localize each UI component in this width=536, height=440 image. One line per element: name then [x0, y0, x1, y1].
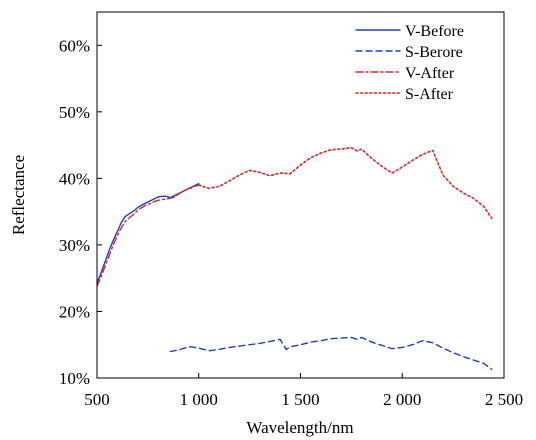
y-tick-label: 20% — [59, 302, 90, 321]
x-tick-label: 2 500 — [485, 390, 523, 409]
y-tick-label: 30% — [59, 236, 90, 255]
y-axis-label: Reflectance — [9, 155, 28, 235]
y-axis-ticks: 10% 20% 30% 40% 50% 60% — [59, 36, 102, 388]
legend-entry-label: S-After — [405, 86, 454, 103]
y-tick-label: 10% — [59, 369, 90, 388]
legend-entry-label: V-Before — [405, 23, 464, 40]
x-axis-label: Wavelength/nm — [246, 418, 353, 437]
y-tick-label: 40% — [59, 169, 90, 188]
series-layer — [96, 146, 493, 371]
legend: V-Before S-Berore V-After S-After — [355, 23, 464, 103]
x-tick-label: 500 — [84, 390, 110, 409]
legend-entry-label: S-Berore — [405, 44, 463, 61]
x-tick-label: 2 000 — [383, 390, 421, 409]
y-tick-label: 50% — [59, 103, 90, 122]
legend-entry-label: V-After — [405, 65, 455, 82]
series-line-v-after — [96, 184, 200, 287]
x-tick-label: 1 000 — [180, 390, 218, 409]
series-line-s-berore — [169, 336, 493, 371]
y-tick-label: 60% — [59, 36, 90, 55]
x-tick-label: 1 500 — [281, 390, 319, 409]
series-line-s-after — [197, 146, 493, 220]
x-axis-ticks: 500 1 000 1 500 2 000 2 500 — [84, 373, 523, 409]
